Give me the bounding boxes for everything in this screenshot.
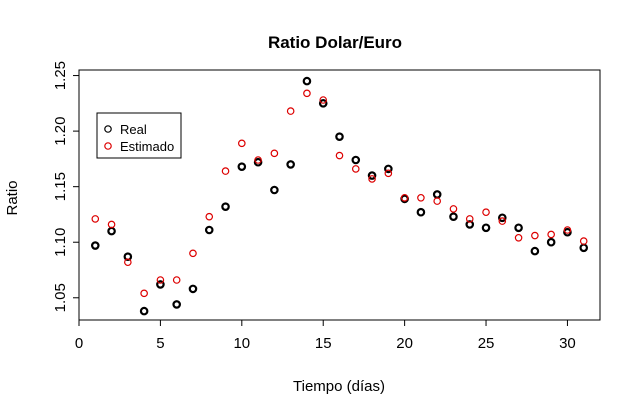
x-tick-label: 30	[559, 335, 576, 352]
x-tick-label: 10	[233, 335, 250, 352]
real-point	[156, 280, 165, 289]
legend-marker-estimado	[104, 142, 112, 150]
real-point	[432, 190, 442, 199]
estimado-point	[124, 258, 132, 267]
real-point	[465, 220, 475, 229]
estimado-point	[205, 212, 214, 221]
real-point	[563, 227, 572, 237]
real-point	[546, 237, 556, 247]
y-axis: 1.05 1.10 1.15 1.20 1.25	[52, 61, 79, 312]
real-point	[498, 213, 507, 223]
y-tick-label: 1.10	[52, 228, 69, 257]
estimado-point	[482, 208, 490, 217]
estimado-point	[254, 156, 262, 164]
plot-frame	[78, 69, 601, 321]
estimado-point	[563, 226, 572, 234]
estimado-point	[172, 276, 181, 284]
real-point	[351, 155, 361, 165]
real-point	[481, 223, 491, 233]
x-tick-label: 0	[75, 335, 83, 352]
legend-marker-real	[104, 125, 112, 133]
estimado-point	[319, 96, 328, 104]
real-point	[302, 76, 312, 86]
real-point	[172, 300, 181, 309]
real-point	[188, 284, 198, 294]
x-axis: 0 5 10 15 20 25 30	[75, 320, 576, 352]
estimado-point	[189, 249, 197, 258]
real-point	[90, 241, 100, 250]
x-axis-label: Tiempo (días)	[293, 378, 385, 395]
real-point	[270, 185, 279, 195]
estimado-point	[531, 231, 539, 240]
estimado-point	[384, 169, 393, 178]
estimado-point	[91, 215, 100, 223]
estimado-point	[238, 139, 246, 148]
estimado-point	[547, 230, 555, 239]
estimado-point	[417, 193, 425, 202]
estimado-point	[270, 149, 279, 158]
real-point	[449, 212, 458, 221]
real-point	[123, 252, 133, 261]
estimado-point	[140, 289, 148, 298]
real-point	[139, 306, 149, 316]
legend: Real Estimado	[96, 112, 182, 159]
legend-box	[96, 112, 182, 159]
x-tick-label: 15	[315, 335, 332, 352]
real-point	[253, 157, 263, 167]
real-point	[221, 202, 230, 211]
estimado-point	[335, 151, 344, 160]
real-point	[335, 132, 344, 141]
y-tick-label: 1.20	[52, 117, 69, 146]
y-tick-label: 1.05	[52, 283, 69, 312]
real-point	[579, 243, 589, 253]
x-tick-label: 25	[478, 335, 495, 352]
chart-title: Ratio Dolar/Euro	[268, 33, 402, 52]
estimado-point	[465, 215, 474, 223]
legend-label-estimado: Estimado	[120, 139, 174, 154]
estimado-point	[351, 165, 360, 173]
real-point	[514, 223, 523, 233]
real-point	[530, 246, 540, 256]
x-tick-label: 20	[396, 335, 413, 352]
estimado-point	[514, 233, 523, 242]
real-point	[286, 160, 295, 169]
estimado-point	[449, 205, 458, 213]
y-tick-label: 1.15	[52, 172, 69, 201]
estimado-point	[107, 220, 116, 229]
real-point	[237, 162, 247, 171]
real-point	[318, 99, 328, 108]
real-point	[204, 225, 214, 235]
estimado-point	[286, 107, 295, 115]
real-point	[367, 171, 377, 180]
legend-label-real: Real	[120, 122, 147, 137]
y-axis-label: Ratio	[4, 180, 21, 215]
estimado-point	[156, 276, 165, 284]
series-estimado	[91, 89, 588, 298]
real-point	[384, 164, 393, 174]
estimado-point	[400, 193, 409, 202]
x-tick-label: 5	[156, 335, 164, 352]
estimado-point	[303, 89, 311, 98]
estimado-point	[368, 175, 376, 183]
estimado-point	[579, 237, 588, 245]
estimado-point	[433, 197, 441, 205]
estimado-point	[498, 217, 507, 225]
y-tick-label: 1.25	[52, 61, 69, 90]
real-point	[107, 226, 116, 236]
estimado-point	[221, 167, 230, 175]
real-point	[416, 207, 426, 217]
